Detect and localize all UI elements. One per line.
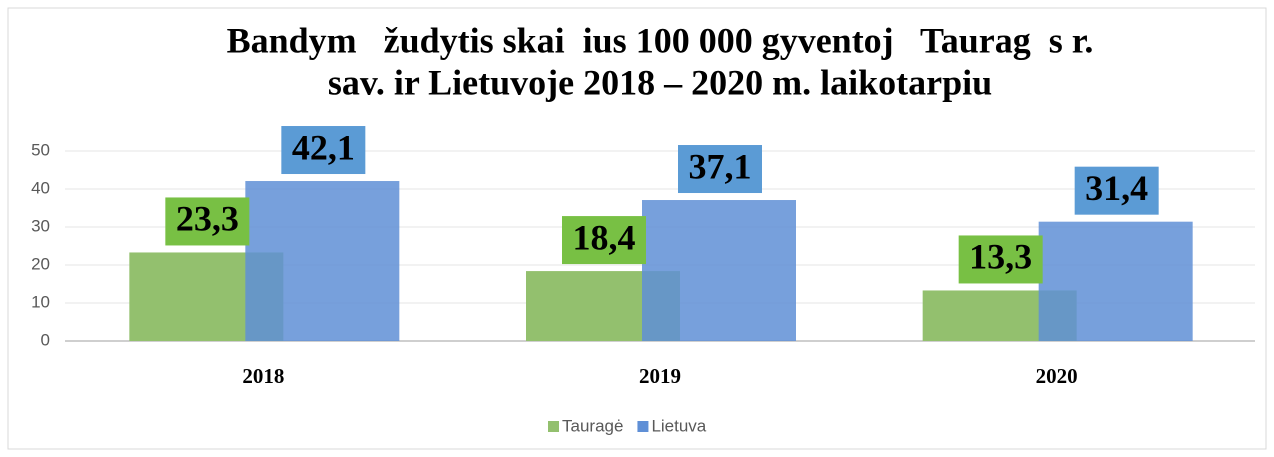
y-tick-label: 20	[31, 254, 50, 273]
x-tick-label: 2018	[242, 364, 284, 388]
y-tick-label: 0	[41, 330, 50, 349]
data-label-box	[562, 216, 646, 265]
data-label-box	[678, 145, 762, 194]
legend-label: Tauragė	[562, 416, 623, 435]
x-tick-label: 2019	[639, 364, 681, 388]
chart-title: Bandym žudytis skai ius 100 000 gyventoj…	[227, 20, 1094, 60]
bar	[1038, 221, 1193, 341]
legend-label: Lietuva	[651, 416, 706, 435]
data-label: 37,1	[689, 146, 752, 186]
y-tick-label: 40	[31, 178, 50, 197]
legend-swatch	[548, 421, 559, 432]
x-tick-label: 2020	[1036, 364, 1078, 388]
data-label: 18,4	[573, 217, 636, 257]
data-label-box	[281, 126, 366, 175]
data-label: 42,1	[292, 127, 355, 167]
bar	[245, 181, 400, 341]
chart-title: sav. ir Lietuvoje 2018 – 2020 m. laikota…	[328, 62, 992, 102]
y-tick-label: 30	[31, 216, 50, 235]
data-label: 23,3	[176, 199, 239, 239]
data-label: 13,3	[969, 237, 1032, 277]
data-label-box	[958, 235, 1043, 284]
data-label-box	[1074, 166, 1159, 215]
y-tick-label: 10	[31, 292, 50, 311]
legend-swatch	[637, 421, 649, 432]
y-tick-label: 50	[31, 140, 50, 159]
data-label: 31,4	[1085, 168, 1148, 208]
bar	[642, 200, 796, 341]
data-label-box	[165, 197, 250, 246]
